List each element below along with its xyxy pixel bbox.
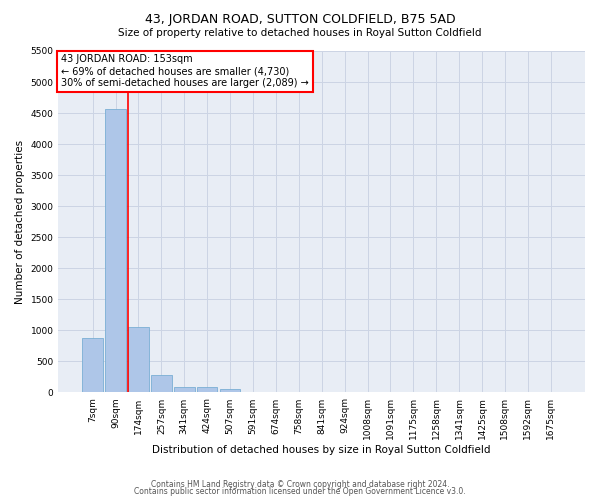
Bar: [105, 110, 126, 393]
Bar: [128, 326, 149, 392]
Bar: [82, 338, 103, 392]
Text: Size of property relative to detached houses in Royal Sutton Coldfield: Size of property relative to detached ho…: [118, 28, 482, 38]
Bar: [151, 375, 172, 392]
Bar: [220, 390, 241, 392]
X-axis label: Distribution of detached houses by size in Royal Sutton Coldfield: Distribution of detached houses by size …: [152, 445, 491, 455]
Text: Contains HM Land Registry data © Crown copyright and database right 2024.: Contains HM Land Registry data © Crown c…: [151, 480, 449, 489]
Text: 43 JORDAN ROAD: 153sqm
← 69% of detached houses are smaller (4,730)
30% of semi-: 43 JORDAN ROAD: 153sqm ← 69% of detached…: [61, 54, 309, 88]
Text: 43, JORDAN ROAD, SUTTON COLDFIELD, B75 5AD: 43, JORDAN ROAD, SUTTON COLDFIELD, B75 5…: [145, 12, 455, 26]
Y-axis label: Number of detached properties: Number of detached properties: [15, 140, 25, 304]
Text: Contains public sector information licensed under the Open Government Licence v3: Contains public sector information licen…: [134, 487, 466, 496]
Bar: [197, 387, 217, 392]
Bar: [174, 387, 194, 392]
